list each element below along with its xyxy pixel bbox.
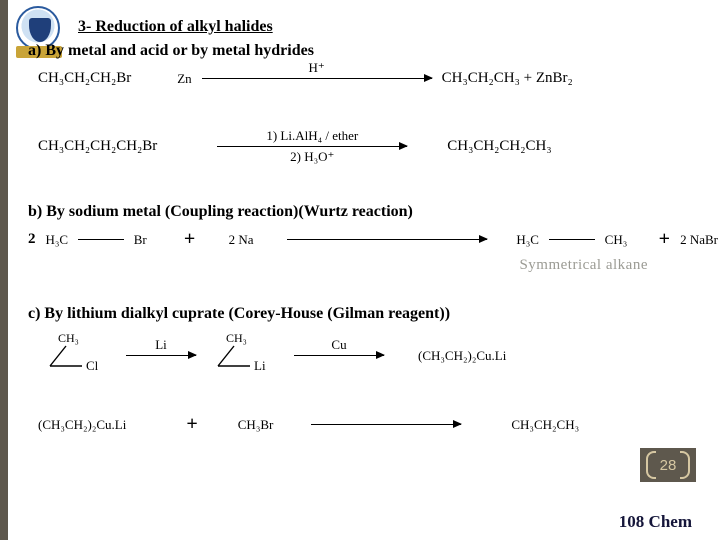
subheading-c: c) By lithium dialkyl cuprate (Corey-Hou… <box>28 305 450 323</box>
rx3-plus1: + <box>184 228 195 251</box>
reaction-5: (CH₃CH₂)₂Cu.Li + CH₃Br CH₃CH₂CH₃ <box>38 413 678 436</box>
reaction-3: 2 H₃C Br + 2 Na H₃C CH₃ + 2 NaBr Symmetr… <box>28 228 718 274</box>
rx3-na: 2 Na <box>229 232 254 248</box>
rx5-plus: + <box>186 413 197 436</box>
rx1-products: CH₃CH₂CH₃ + ZnBr₂ <box>442 70 573 87</box>
rx1-arrow-label: H⁺ <box>202 60 432 76</box>
rx4-skel2: CH₃ Li <box>206 330 284 381</box>
page-number: 28 <box>660 457 677 474</box>
rx5-product: CH₃CH₂CH₃ <box>511 417 579 433</box>
rx5-reactant: (CH₃CH₂)₂Cu.Li <box>38 417 126 433</box>
rx4-skel1: CH₃ Cl <box>38 330 116 381</box>
rx1-zn: Zn <box>177 71 191 87</box>
rx4-arrow1: Li <box>126 355 196 356</box>
reaction-1: CH₃CH₂CH₂Br Zn H⁺ CH₃CH₂CH₃ + ZnBr₂ <box>38 70 678 87</box>
subheading-b: b) By sodium metal (Coupling reaction)(W… <box>28 203 413 221</box>
rx3-caption: Symmetrical alkane <box>28 257 648 274</box>
rx1-arrow: H⁺ <box>202 78 432 79</box>
rx3-left-bond <box>78 239 124 241</box>
svg-text:CH₃: CH₃ <box>226 331 247 345</box>
reaction-2: CH₃CH₂CH₂CH₂Br 1) Li.AlH₄ / ether 2) H₃O… <box>38 138 678 155</box>
rx4-over1: Li <box>126 337 196 353</box>
rx2-arrow-under: 2) H₃O⁺ <box>217 149 407 165</box>
rx2-arrow-over: 1) Li.AlH₄ / ether <box>217 128 407 144</box>
rx3-plus2: + <box>659 228 670 251</box>
rx3-right-l: H₃C <box>516 232 539 248</box>
svg-text:Li: Li <box>254 358 266 373</box>
rx2-arrow: 1) Li.AlH₄ / ether 2) H₃O⁺ <box>217 146 407 147</box>
left-accent-strip <box>0 0 8 540</box>
rx4-arrow2: Cu <box>294 355 384 356</box>
svg-text:Cl: Cl <box>86 358 99 373</box>
rx3-coeff: 2 <box>28 231 36 248</box>
course-code: 108 Chem <box>619 512 692 532</box>
rx4-product: (CH₃CH₂)₂Cu.Li <box>418 348 506 364</box>
rx2-product: CH₃CH₂CH₂CH₃ <box>447 138 551 155</box>
svg-text:CH₃: CH₃ <box>58 331 79 345</box>
section-title: 3- Reduction of alkyl halides <box>78 18 273 36</box>
rx2-reactant: CH₃CH₂CH₂CH₂Br <box>38 138 157 155</box>
rx3-right-bond <box>549 239 595 241</box>
rx3-left-l: H₃C <box>46 232 69 248</box>
rx3-arrow <box>287 239 487 240</box>
rx5-arrow <box>311 424 461 425</box>
rx3-left-r: Br <box>134 232 147 248</box>
rx3-right-r: CH₃ <box>605 232 628 248</box>
page-number-badge: 28 <box>640 448 696 482</box>
subheading-a: a) By metal and acid or by metal hydride… <box>28 42 314 60</box>
rx3-nabr: 2 NaBr <box>680 232 718 248</box>
rx4-over2: Cu <box>294 337 384 353</box>
rx5-second: CH₃Br <box>238 417 274 433</box>
reaction-4: CH₃ Cl Li CH₃ Li Cu (CH₃CH₂)₂Cu.Li <box>38 330 678 381</box>
rx1-reactant: CH₃CH₂CH₂Br <box>38 70 131 87</box>
